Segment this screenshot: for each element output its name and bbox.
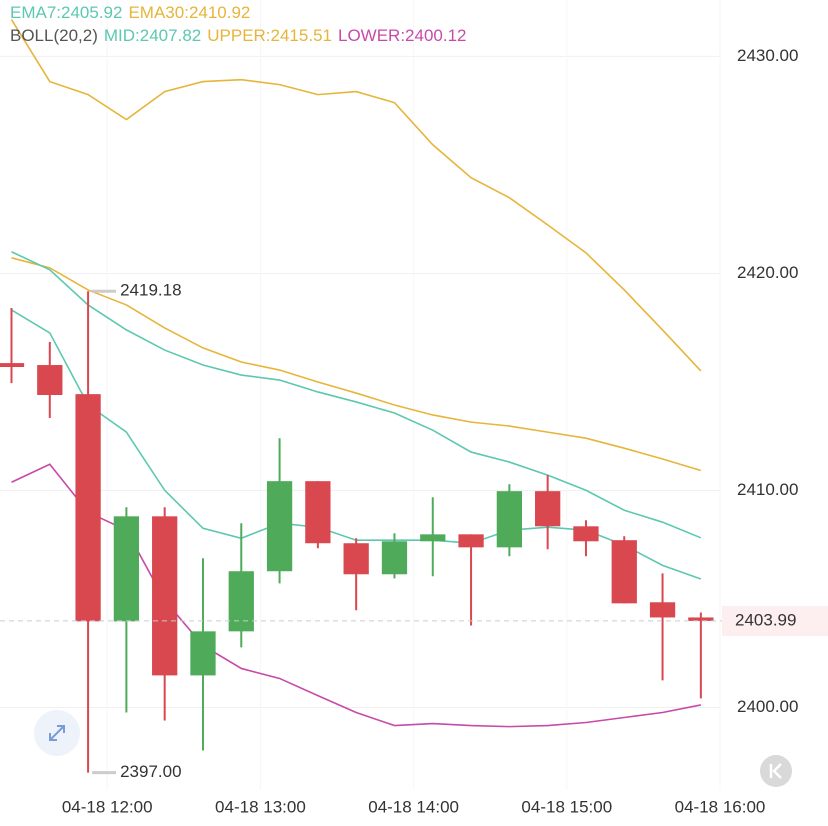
low-marker-label: 2397.00: [120, 762, 181, 781]
y-tick-label: 2410.00: [737, 480, 798, 499]
candle-body: [688, 617, 714, 621]
candle-body: [0, 363, 25, 368]
candle-body: [458, 534, 484, 548]
scroll-latest-icon: [769, 763, 782, 779]
expand-icon: [49, 725, 65, 741]
indicator-line: [11, 251, 702, 539]
y-tick-label: 2420.00: [737, 263, 798, 282]
legend-entry: UPPER:2415.51: [207, 26, 332, 45]
legend-entry: MID:2407.82: [104, 26, 201, 45]
y-tick-label: 2430.00: [737, 46, 798, 65]
y-tick-label: 2400.00: [737, 697, 798, 716]
candle-body: [75, 394, 101, 622]
legend-entry: EMA30:2410.92: [128, 3, 250, 22]
legend-row: BOLL(20,2) MID:2407.82 UPPER:2415.51 LOWER:…: [10, 26, 467, 45]
legend-entry: EMA7:2405.92: [10, 3, 122, 22]
candles: [0, 291, 714, 773]
x-tick-label: 04-18 13:00: [215, 797, 306, 816]
candle-body: [228, 571, 254, 632]
overlay: 2419.18 2397.00 2403.99: [0, 281, 828, 781]
x-tick-label: 04-18 15:00: [521, 797, 612, 816]
last-price-box: [722, 605, 828, 636]
high-marker-label: 2419.18: [120, 281, 181, 300]
candle-body: [381, 541, 408, 575]
indicator-line: [11, 257, 702, 472]
legend-row: EMA7:2405.92 EMA30:2410.92: [10, 3, 250, 22]
grid: [0, 55, 720, 709]
candle-body: [343, 543, 369, 575]
legend-entry: BOLL(20,2): [10, 26, 98, 45]
candle-body: [573, 526, 599, 542]
candle-body: [37, 365, 63, 395]
candle-body: [535, 491, 561, 527]
candle-body: [649, 602, 676, 618]
indicator-line: [10, 19, 702, 372]
last-price-label: 2403.99: [735, 610, 796, 629]
legend-entry: LOWER:2400.12: [338, 26, 467, 45]
candle-body: [113, 516, 140, 622]
x-tick-label: 04-18 16:00: [675, 797, 766, 816]
candle-body: [152, 516, 178, 676]
x-tick-label: 04-18 14:00: [368, 797, 459, 816]
candle-body: [190, 631, 216, 676]
candle-body: [305, 481, 331, 544]
scroll-latest-button[interactable]: [760, 755, 792, 787]
candle-body: [420, 534, 446, 542]
candle-body: [266, 481, 293, 572]
x-tick-label: 04-18 12:00: [62, 797, 153, 816]
candle-body: [611, 540, 637, 604]
indicator-lines: [10, 19, 702, 728]
candle-body: [496, 491, 522, 548]
